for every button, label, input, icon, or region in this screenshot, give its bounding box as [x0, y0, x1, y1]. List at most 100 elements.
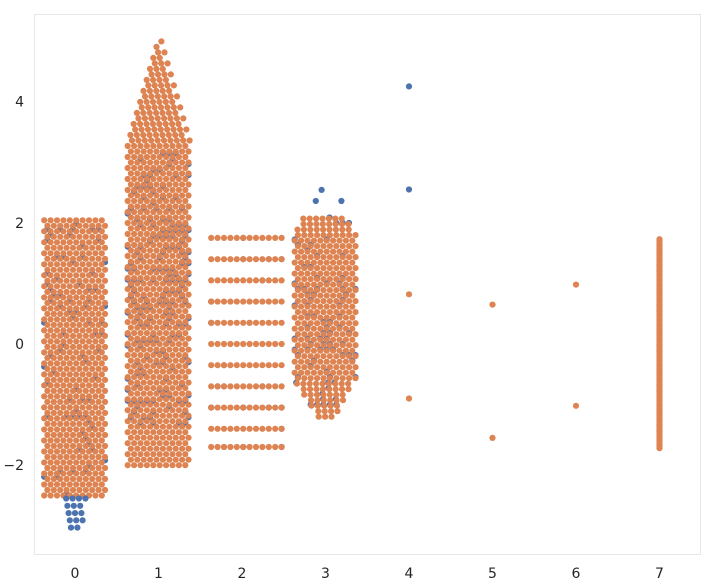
point-orange-cat-3: [291, 325, 298, 332]
point-orange-cat-3: [314, 375, 321, 382]
point-orange-cat-1: [163, 175, 170, 183]
point-orange-cat-1: [124, 319, 131, 326]
point-orange-cat-1: [185, 269, 192, 276]
point-orange-cat-1: [147, 258, 154, 265]
point-orange-cat-0: [79, 261, 86, 268]
point-orange-cat-3: [320, 287, 327, 294]
point-orange-cat-0: [76, 486, 83, 494]
point-orange-cat-3: [330, 259, 337, 266]
point-orange-cat-1: [166, 456, 173, 463]
point-orange-cat-2: [208, 404, 215, 411]
point-orange-cat-1: [163, 164, 170, 172]
point-orange-cat-0: [50, 365, 57, 372]
point-orange-cat-1: [137, 286, 144, 293]
point-orange-cat-1: [172, 170, 179, 177]
point-orange-cat-0: [44, 244, 51, 251]
point-orange-cat-0: [47, 481, 54, 488]
point-orange-cat-0: [63, 233, 70, 240]
point-orange-cat-0: [57, 431, 64, 439]
point-orange-cat-4: [405, 291, 413, 298]
point-orange-cat-0: [44, 376, 51, 383]
point-orange-cat-2: [214, 443, 221, 451]
point-blue-cat-0: [67, 524, 75, 531]
point-orange-cat-0: [89, 277, 96, 284]
point-orange-cat-0: [79, 393, 86, 400]
point-orange-cat-1: [182, 341, 189, 348]
point-orange-cat-1: [137, 385, 144, 392]
point-orange-cat-1: [182, 241, 189, 249]
point-orange-cat-0: [101, 255, 109, 262]
point-orange-cat-0: [66, 360, 73, 367]
point-orange-cat-1: [159, 302, 166, 309]
point-orange-cat-1: [127, 401, 134, 408]
point-orange-cat-3: [313, 221, 320, 228]
point-orange-cat-1: [163, 142, 170, 150]
point-orange-cat-3: [336, 281, 343, 288]
point-orange-cat-0: [89, 387, 96, 394]
point-orange-cat-2: [208, 298, 215, 305]
point-orange-cat-0: [92, 437, 99, 444]
point-orange-cat-1: [147, 225, 154, 232]
point-orange-cat-3: [339, 397, 347, 404]
point-orange-cat-0: [73, 393, 80, 400]
point-orange-cat-1: [157, 126, 164, 133]
point-orange-cat-0: [69, 244, 77, 251]
point-orange-cat-0: [76, 277, 83, 284]
point-orange-cat-3: [304, 237, 311, 244]
point-orange-cat-2: [227, 362, 234, 369]
point-orange-cat-1: [172, 368, 179, 375]
point-orange-cat-1: [150, 418, 157, 425]
point-orange-cat-0: [57, 343, 64, 350]
point-orange-cat-2: [233, 425, 240, 432]
point-orange-cat-2: [246, 340, 253, 348]
point-orange-cat-1: [175, 407, 182, 414]
point-orange-cat-1: [166, 324, 173, 331]
point-orange-cat-0: [63, 266, 70, 273]
point-orange-cat-0: [95, 475, 102, 483]
point-orange-cat-3: [298, 281, 305, 288]
point-orange-cat-1: [150, 319, 157, 326]
point-orange-cat-1: [134, 170, 141, 177]
point-orange-cat-1: [143, 297, 150, 304]
point-orange-cat-2: [265, 340, 272, 348]
point-orange-cat-0: [47, 338, 54, 345]
point-orange-cat-0: [76, 233, 83, 240]
point-orange-cat-2: [259, 383, 266, 390]
point-orange-cat-0: [92, 481, 99, 488]
point-blue-cat-0: [65, 509, 72, 517]
point-orange-cat-1: [127, 445, 134, 452]
point-orange-cat-0: [41, 404, 48, 411]
point-orange-cat-0: [98, 360, 105, 367]
point-orange-cat-1: [163, 330, 170, 337]
point-orange-cat-1: [143, 275, 150, 282]
point-orange-cat-3: [336, 248, 343, 255]
point-orange-cat-0: [82, 420, 89, 427]
point-orange-cat-1: [169, 330, 176, 337]
point-orange-cat-1: [159, 269, 166, 276]
point-orange-cat-0: [73, 239, 80, 246]
point-orange-cat-0: [47, 371, 54, 378]
point-orange-cat-1: [182, 297, 189, 304]
point-orange-cat-3: [349, 314, 356, 321]
point-orange-cat-3: [317, 325, 324, 332]
point-orange-cat-1: [147, 423, 154, 430]
point-orange-cat-2: [227, 277, 234, 284]
point-orange-cat-1: [166, 357, 173, 364]
point-orange-cat-3: [301, 276, 308, 283]
point-orange-cat-1: [166, 170, 173, 177]
point-orange-cat-3: [333, 265, 340, 272]
point-orange-cat-1: [169, 197, 176, 205]
point-orange-cat-2: [265, 404, 272, 411]
point-orange-cat-1: [127, 159, 134, 166]
point-orange-cat-1: [161, 115, 168, 122]
point-orange-cat-1: [137, 429, 144, 436]
point-orange-cat-1: [131, 429, 138, 436]
point-orange-cat-1: [150, 407, 157, 414]
point-orange-cat-0: [69, 398, 77, 405]
point-orange-cat-3: [342, 259, 349, 266]
point-orange-cat-1: [147, 335, 154, 342]
point-orange-cat-0: [95, 255, 102, 262]
point-orange-cat-1: [178, 131, 185, 139]
point-orange-cat-3: [291, 347, 298, 354]
point-orange-cat-1: [159, 203, 166, 210]
